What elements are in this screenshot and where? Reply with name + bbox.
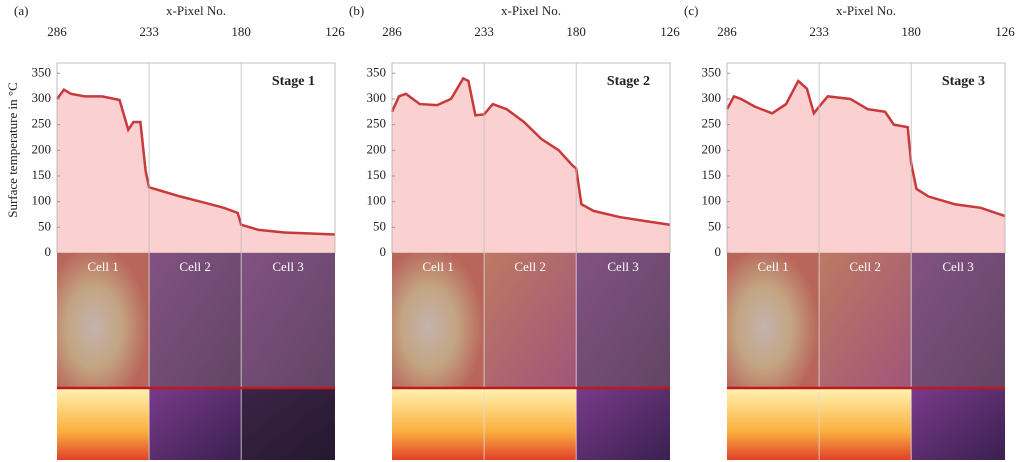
x-tick-label: 126 bbox=[995, 24, 1015, 39]
x-tick-label: 286 bbox=[47, 24, 67, 39]
y-tick-label: 200 bbox=[702, 141, 722, 156]
y-tick-label: 300 bbox=[32, 90, 52, 105]
y-tick-label: 50 bbox=[708, 218, 721, 233]
x-tick-label: 286 bbox=[382, 24, 402, 39]
y-tick-label: 250 bbox=[32, 116, 52, 131]
image-overlay bbox=[727, 253, 1005, 388]
x-axis-label: x-Pixel No. bbox=[501, 3, 561, 18]
thermal-image-bottom bbox=[911, 388, 1005, 460]
x-tick-label: 233 bbox=[809, 24, 829, 39]
thermal-image-bottom bbox=[727, 388, 820, 460]
panel-label: (a) bbox=[14, 3, 28, 18]
cell-label: Cell 2 bbox=[179, 259, 210, 274]
panel-label: (c) bbox=[684, 3, 698, 18]
cell-label: Cell 3 bbox=[942, 259, 973, 274]
cell-label: Cell 1 bbox=[422, 259, 453, 274]
thermal-image-bottom bbox=[149, 388, 242, 460]
x-tick-label: 233 bbox=[474, 24, 494, 39]
area-fill bbox=[727, 80, 1005, 253]
y-tick-label: 100 bbox=[367, 193, 387, 208]
y-tick-label: 300 bbox=[367, 90, 387, 105]
y-tick-label: 0 bbox=[45, 244, 52, 259]
x-tick-label: 180 bbox=[901, 24, 921, 39]
y-tick-label: 150 bbox=[367, 167, 387, 182]
thermal-image-bottom bbox=[241, 388, 335, 460]
image-overlay bbox=[57, 253, 335, 388]
y-tick-label: 100 bbox=[702, 193, 722, 208]
area-fill bbox=[392, 78, 670, 254]
cell-label: Cell 3 bbox=[272, 259, 303, 274]
y-tick-label: 200 bbox=[32, 141, 52, 156]
stage-label: Stage 1 bbox=[272, 74, 315, 89]
x-tick-label: 180 bbox=[231, 24, 251, 39]
cell-label: Cell 1 bbox=[757, 259, 788, 274]
cell-label: Cell 1 bbox=[87, 259, 118, 274]
thermal-image-bottom bbox=[392, 388, 485, 460]
image-overlay bbox=[392, 253, 670, 388]
x-tick-label: 126 bbox=[660, 24, 680, 39]
x-tick-label: 286 bbox=[717, 24, 737, 39]
y-tick-label: 200 bbox=[367, 141, 387, 156]
cell-label: Cell 2 bbox=[849, 259, 880, 274]
x-tick-label: 180 bbox=[566, 24, 586, 39]
y-tick-label: 350 bbox=[367, 64, 387, 79]
temperature-line bbox=[725, 78, 1006, 218]
y-tick-label: 250 bbox=[702, 116, 722, 131]
y-tick-label: 250 bbox=[367, 116, 387, 131]
thermal-image-bottom bbox=[57, 388, 150, 460]
x-axis-label: x-Pixel No. bbox=[836, 3, 896, 18]
area-fill bbox=[57, 89, 335, 254]
x-tick-label: 126 bbox=[325, 24, 345, 39]
y-tick-label: 50 bbox=[373, 218, 386, 233]
temperature-line bbox=[390, 76, 671, 226]
stage-label: Stage 2 bbox=[607, 74, 650, 89]
y-tick-label: 150 bbox=[702, 167, 722, 182]
panel-label: (b) bbox=[349, 3, 364, 18]
thermal-image-bottom bbox=[819, 388, 912, 460]
cell-label: Cell 3 bbox=[607, 259, 638, 274]
y-tick-label: 350 bbox=[32, 64, 52, 79]
y-tick-label: 0 bbox=[380, 244, 387, 259]
y-tick-label: 50 bbox=[38, 218, 51, 233]
y-axis-label: Surface temperature in °C bbox=[5, 82, 20, 218]
x-axis-label: x-Pixel No. bbox=[166, 3, 226, 18]
y-tick-label: 100 bbox=[32, 193, 52, 208]
y-tick-label: 0 bbox=[715, 244, 722, 259]
y-tick-label: 350 bbox=[702, 64, 722, 79]
cell-label: Cell 2 bbox=[514, 259, 545, 274]
thermal-image-bottom bbox=[576, 388, 670, 460]
y-tick-label: 150 bbox=[32, 167, 52, 182]
stage-label: Stage 3 bbox=[942, 74, 985, 89]
y-tick-label: 300 bbox=[702, 90, 722, 105]
x-tick-label: 233 bbox=[139, 24, 159, 39]
thermal-image-bottom bbox=[484, 388, 577, 460]
